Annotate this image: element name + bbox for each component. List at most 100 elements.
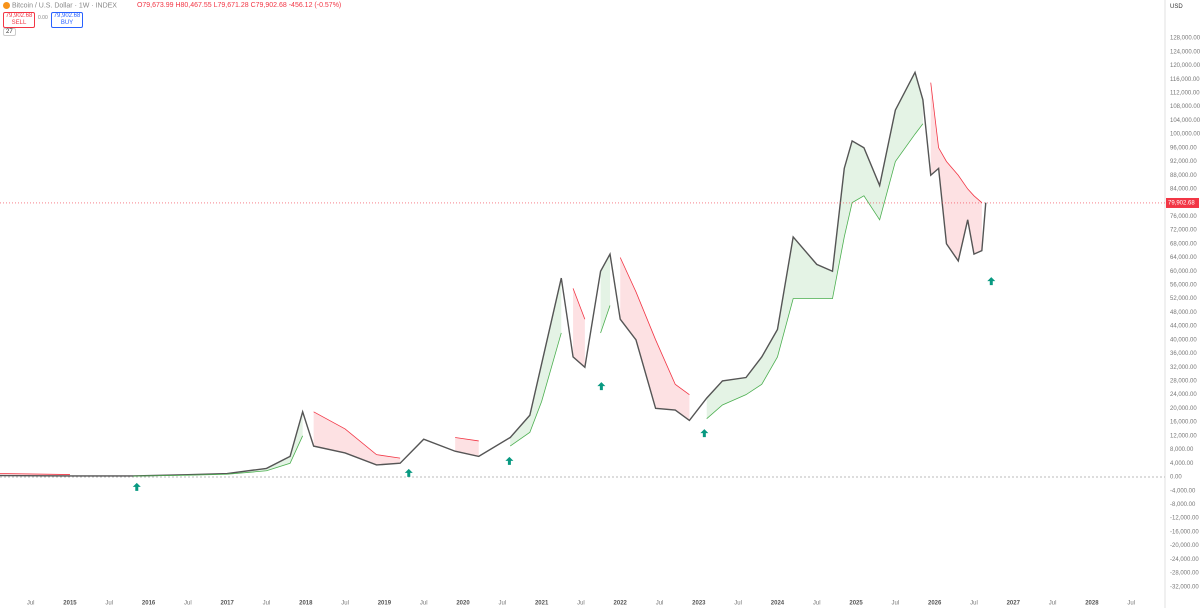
x-tick-label: Jul <box>1127 601 1135 607</box>
x-tick-label: Jul <box>420 601 428 607</box>
y-tick-label: -4,000.00 <box>1170 488 1196 494</box>
x-tick-label: 2017 <box>221 601 235 607</box>
spread: 0.00 <box>38 15 48 21</box>
x-tick-label: Jul <box>1049 601 1057 607</box>
y-tick-label: 0.00 <box>1170 475 1182 481</box>
x-tick-label: Jul <box>734 601 742 607</box>
x-tick-label: 2026 <box>928 601 942 607</box>
y-tick-label: -28,000.00 <box>1170 571 1199 577</box>
supertrend-line <box>0 82 983 475</box>
y-tick-label: 64,000.00 <box>1170 255 1197 261</box>
y-tick-label: 100,000.00 <box>1170 132 1200 138</box>
sell-label: SELL <box>11 20 27 26</box>
x-tick-label: 2015 <box>63 601 77 607</box>
y-tick-label: 16,000.00 <box>1170 420 1197 426</box>
y-tick-label: 48,000.00 <box>1170 310 1197 316</box>
x-tick-label: 2027 <box>1007 601 1021 607</box>
x-tick-label: 2024 <box>771 601 785 607</box>
ohlc: O79,673.99 H80,467.55 L79,671.28 C79,902… <box>136 2 342 10</box>
x-tick-label: Jul <box>656 601 664 607</box>
y-tick-label: 60,000.00 <box>1170 269 1197 275</box>
buy-signal-arrow <box>987 277 996 286</box>
sell-button[interactable]: 79,902.68 SELL <box>3 12 35 28</box>
y-tick-label: 112,000.00 <box>1170 91 1200 97</box>
y-tick-label: 108,000.00 <box>1170 104 1200 110</box>
x-tick-label: 2023 <box>692 601 706 607</box>
indicators-toggle[interactable]: 27 <box>3 28 16 36</box>
y-tick-label: 44,000.00 <box>1170 324 1197 330</box>
buy-button[interactable]: 79,902.68 BUY <box>51 12 83 28</box>
buy-signal-arrow <box>597 382 606 391</box>
y-tick-label: 20,000.00 <box>1170 406 1197 412</box>
x-tick-label: 2020 <box>456 601 470 607</box>
y-tick-label: 4,000.00 <box>1170 461 1194 467</box>
y-tick-label: 92,000.00 <box>1170 159 1197 165</box>
y-tick-label: 120,000.00 <box>1170 63 1200 69</box>
x-tick-label: 2021 <box>535 601 549 607</box>
x-tick-label: 2028 <box>1085 601 1099 607</box>
y-tick-label: 116,000.00 <box>1170 77 1200 83</box>
buy-signal-arrow <box>132 482 141 491</box>
y-tick-label: 32,000.00 <box>1170 365 1197 371</box>
y-tick-label: 104,000.00 <box>1170 118 1200 124</box>
sell-price: 79,902.68 <box>5 13 33 19</box>
y-tick-label: -16,000.00 <box>1170 529 1199 535</box>
x-tick-label: Jul <box>813 601 821 607</box>
symbol[interactable]: Bitcoin / U.S. Dollar · 1W · INDEX <box>11 2 117 10</box>
y-tick-label: 56,000.00 <box>1170 283 1197 289</box>
price-line <box>0 70 987 477</box>
y-tick-label: 52,000.00 <box>1170 296 1197 302</box>
trend-fill <box>930 82 982 261</box>
x-tick-label: Jul <box>970 601 978 607</box>
trend-fill <box>600 254 611 333</box>
x-tick-label: Jul <box>263 601 271 607</box>
y-tick-label: 84,000.00 <box>1170 187 1197 193</box>
x-tick-label: 2022 <box>614 601 628 607</box>
x-tick-label: Jul <box>498 601 506 607</box>
y-tick-label: 88,000.00 <box>1170 173 1197 179</box>
y-tick-label: 8,000.00 <box>1170 447 1194 453</box>
y-tick-label: 76,000.00 <box>1170 214 1197 220</box>
y-tick-label: 68,000.00 <box>1170 241 1197 247</box>
btc-icon <box>3 2 10 9</box>
buy-label: BUY <box>60 20 74 26</box>
symbol-bar: Bitcoin / U.S. Dollar · 1W · INDEX O79,6… <box>3 2 341 9</box>
x-tick-label: Jul <box>27 601 35 607</box>
y-tick-label: 28,000.00 <box>1170 379 1197 385</box>
last-price-box <box>1166 197 1199 208</box>
x-tick-label: Jul <box>892 601 900 607</box>
y-tick-label: 128,000.00 <box>1170 36 1200 42</box>
buy-signal-arrow <box>404 468 413 477</box>
y-tick-label: -32,000.00 <box>1170 584 1199 590</box>
x-tick-label: 2018 <box>299 601 313 607</box>
trend-fill <box>573 288 585 368</box>
buy-price: 79,902.68 <box>53 13 81 19</box>
y-tick-label: 24,000.00 <box>1170 392 1197 398</box>
currency[interactable]: USD <box>1170 4 1183 10</box>
buy-signal-arrow <box>505 456 514 465</box>
y-tick-label: -8,000.00 <box>1170 502 1196 508</box>
x-tick-label: Jul <box>577 601 585 607</box>
last-price-label: 79,902.68 <box>1168 201 1195 207</box>
x-tick-label: 2025 <box>849 601 863 607</box>
y-tick-label: -24,000.00 <box>1170 557 1199 563</box>
y-tick-label: -12,000.00 <box>1170 516 1199 522</box>
trend-fill <box>455 437 479 457</box>
trend-fill <box>313 411 401 465</box>
trend-fill <box>132 411 303 477</box>
y-tick-label: -20,000.00 <box>1170 543 1199 549</box>
y-tick-label: 124,000.00 <box>1170 49 1200 55</box>
y-tick-label: 72,000.00 <box>1170 228 1197 234</box>
trend-fill <box>706 72 923 419</box>
y-tick-label: 40,000.00 <box>1170 337 1197 343</box>
x-tick-label: 2019 <box>378 601 392 607</box>
y-tick-label: 36,000.00 <box>1170 351 1197 357</box>
y-tick-label: 12,000.00 <box>1170 433 1197 439</box>
trend-fill <box>510 278 562 447</box>
buy-signal-arrow <box>700 429 709 438</box>
x-tick-label: Jul <box>184 601 192 607</box>
x-tick-label: 2016 <box>142 601 156 607</box>
y-tick-label: 96,000.00 <box>1170 145 1197 151</box>
